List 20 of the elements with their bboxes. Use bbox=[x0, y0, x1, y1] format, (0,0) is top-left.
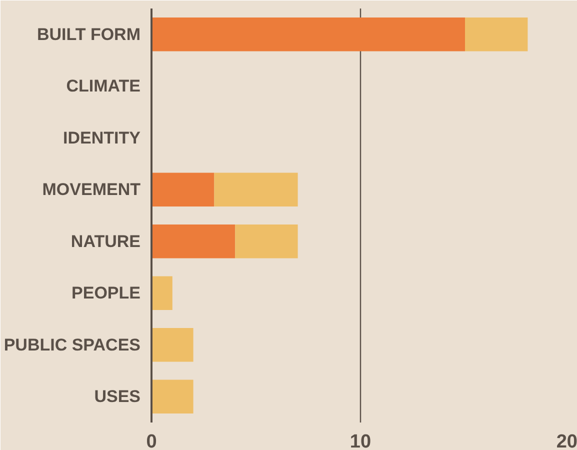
x-tick-label: 10 bbox=[350, 432, 372, 450]
y-tick-label: CLIMATE bbox=[66, 76, 141, 96]
bar bbox=[152, 328, 194, 362]
y-tick-label: BUILT FORM bbox=[36, 24, 141, 44]
x-tick-label: 20 bbox=[556, 432, 577, 450]
bar bbox=[152, 276, 172, 310]
bar bbox=[152, 18, 465, 52]
bar bbox=[465, 18, 528, 52]
bar bbox=[152, 224, 236, 258]
x-tick-label: 0 bbox=[146, 432, 157, 450]
y-tick-label: USES bbox=[94, 387, 141, 406]
y-tick-label: PUBLIC SPACES bbox=[4, 335, 141, 354]
bar bbox=[152, 172, 214, 206]
bar bbox=[235, 224, 298, 258]
y-tick-label: MOVEMENT bbox=[42, 180, 142, 200]
bar bbox=[214, 172, 298, 206]
y-tick-label: NATURE bbox=[70, 232, 141, 251]
y-tick-label: PEOPLE bbox=[72, 284, 141, 303]
bar bbox=[152, 380, 194, 414]
y-tick-label: IDENTITY bbox=[63, 128, 142, 148]
